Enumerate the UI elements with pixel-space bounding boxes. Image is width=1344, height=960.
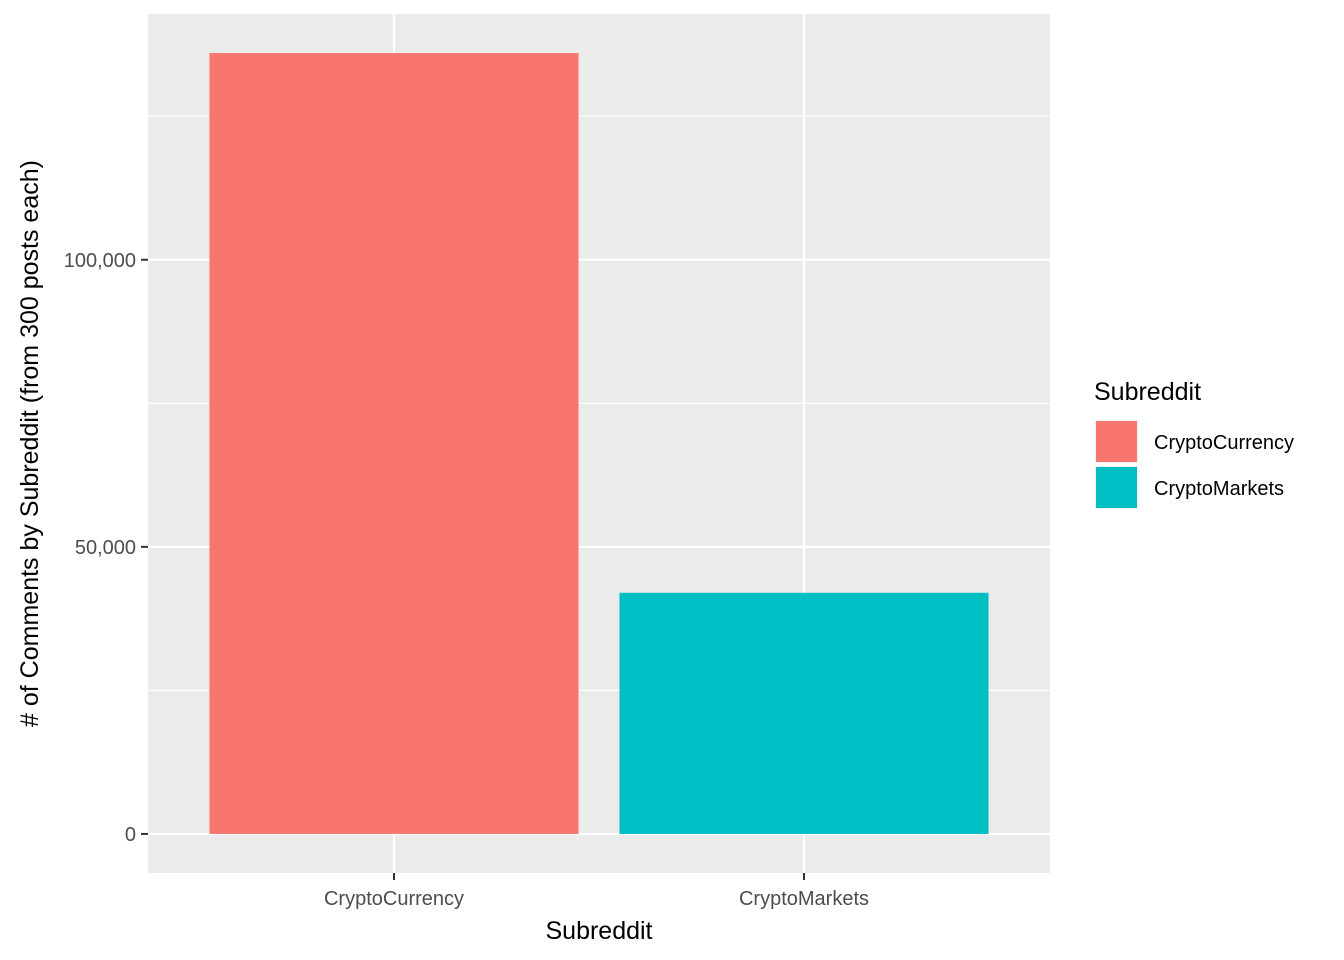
y-tick-label: 50,000 bbox=[75, 537, 136, 559]
y-tick-label: 100,000 bbox=[64, 250, 136, 272]
y-axis-title: # of Comments by Subreddit (from 300 pos… bbox=[16, 160, 44, 727]
y-tick-label: 0 bbox=[125, 824, 136, 846]
bars bbox=[209, 53, 989, 834]
bar-cryptomarkets bbox=[619, 592, 989, 834]
legend-label: CryptoCurrency bbox=[1154, 432, 1294, 454]
legend-title: Subreddit bbox=[1094, 378, 1201, 406]
x-axis: CryptoCurrency CryptoMarkets bbox=[324, 873, 869, 910]
x-tick-label: CryptoCurrency bbox=[324, 888, 464, 910]
legend-swatch bbox=[1096, 467, 1137, 508]
bar-cryptocurrency bbox=[209, 53, 579, 834]
legend-label: CryptoMarkets bbox=[1154, 478, 1284, 500]
x-tick-label: CryptoMarkets bbox=[739, 888, 869, 910]
x-axis-title: Subreddit bbox=[545, 917, 652, 945]
y-axis: 0 50,000 100,000 bbox=[64, 250, 148, 846]
legend: Subreddit CryptoCurrency CryptoMarkets bbox=[1094, 378, 1294, 509]
legend-swatch bbox=[1096, 421, 1137, 462]
